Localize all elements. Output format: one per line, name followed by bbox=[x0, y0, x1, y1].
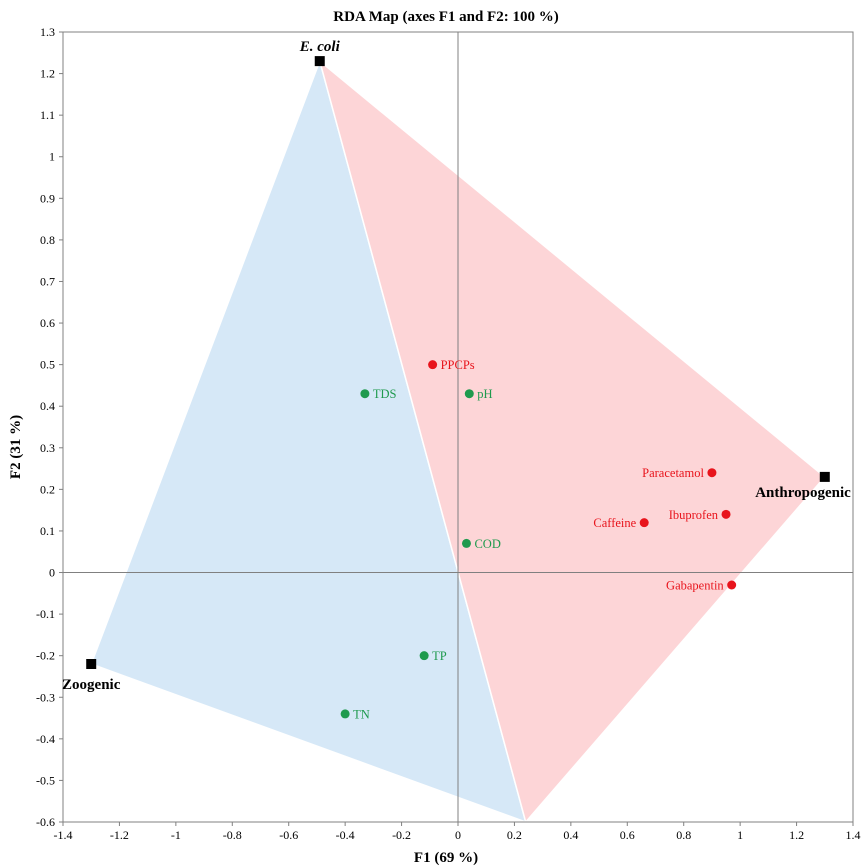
y-tick-label: 1.1 bbox=[40, 108, 55, 122]
x-tick-label: 0.6 bbox=[620, 828, 635, 842]
x-tick-label: 1 bbox=[737, 828, 743, 842]
point-tds bbox=[360, 389, 370, 399]
chart-title: RDA Map (axes F1 and F2: 100 %) bbox=[333, 9, 558, 25]
anchor-e-coli bbox=[314, 56, 325, 67]
axes-layer: -1.4 -1.2 -1 -0.8 -0.6 -0.4 -0.2 0 0.2 0.4 0.6 0.8 1… bbox=[36, 25, 861, 842]
point-paracetamol bbox=[707, 468, 717, 478]
point-label-ph: pH bbox=[477, 387, 492, 401]
y-tick-label: 0.1 bbox=[40, 524, 55, 538]
anchor-label-e-coli: E. coli bbox=[299, 39, 341, 55]
anchor-label-zoogenic: Zoogenic bbox=[62, 677, 121, 693]
point-label-gabapentin: Gabapentin bbox=[666, 579, 724, 593]
y-tick-label: 0.9 bbox=[40, 191, 55, 205]
point-label-cod: COD bbox=[474, 537, 500, 551]
x-tick-label: -0.8 bbox=[223, 828, 242, 842]
x-tick-label: -0.6 bbox=[279, 828, 298, 842]
point-label-tn: TN bbox=[353, 707, 370, 721]
y-tick-label: 0.6 bbox=[40, 316, 55, 330]
y-tick-label: 0.7 bbox=[40, 274, 55, 288]
anchor-anthropogenic bbox=[819, 471, 830, 482]
y-axis-title: F2 (31 %) bbox=[8, 415, 24, 479]
y-tick-label: 0.5 bbox=[40, 358, 55, 372]
x-axis-title: F1 (69 %) bbox=[414, 850, 478, 866]
point-tn bbox=[340, 709, 350, 719]
point-ibuprofen bbox=[721, 509, 731, 519]
point-ppcps bbox=[428, 360, 438, 370]
y-tick-label: -0.6 bbox=[36, 815, 55, 829]
y-tick-label: 1.3 bbox=[40, 25, 55, 39]
x-tick-label: -0.2 bbox=[392, 828, 411, 842]
point-label-caffeine: Caffeine bbox=[593, 516, 636, 530]
point-caffeine bbox=[639, 518, 649, 528]
region-layer bbox=[90, 58, 826, 824]
point-label-ibuprofen: Ibuprofen bbox=[669, 508, 719, 522]
point-ph bbox=[464, 389, 474, 399]
y-tick-label: 0 bbox=[49, 566, 55, 580]
x-tick-label: -0.4 bbox=[336, 828, 355, 842]
point-tp bbox=[419, 651, 429, 661]
y-tick-label: -0.5 bbox=[36, 773, 55, 787]
marks-layer: PPCPs Paracetamol Ibuprofen Caffeine Gabapen… bbox=[62, 39, 851, 721]
anchor-zoogenic bbox=[86, 659, 97, 669]
y-tick-label: -0.2 bbox=[36, 649, 55, 663]
point-label-tds: TDS bbox=[373, 387, 397, 401]
x-tick-label: 1.2 bbox=[789, 828, 804, 842]
point-gabapentin bbox=[727, 580, 737, 590]
x-tick-label: 0.4 bbox=[563, 828, 578, 842]
y-tick-label: 0.2 bbox=[40, 482, 55, 496]
y-tick-label: 0.8 bbox=[40, 233, 55, 247]
point-label-ppcps: PPCPs bbox=[441, 358, 475, 372]
anchor-label-anthropogenic: Anthropogenic bbox=[755, 485, 851, 501]
x-tick-label: 0.8 bbox=[676, 828, 691, 842]
point-cod bbox=[461, 538, 471, 548]
x-tick-label: 0.2 bbox=[507, 828, 522, 842]
y-tick-label: -0.3 bbox=[36, 690, 55, 704]
x-tick-label: 0 bbox=[455, 828, 461, 842]
y-tick-label: -0.4 bbox=[36, 732, 55, 746]
y-tick-label: 0.3 bbox=[40, 441, 55, 455]
region-1 bbox=[318, 59, 826, 824]
x-tick-label: -1 bbox=[171, 828, 181, 842]
y-tick-label: 0.4 bbox=[40, 399, 55, 413]
x-tick-label: -1.2 bbox=[110, 828, 129, 842]
y-tick-label: -0.1 bbox=[36, 607, 55, 621]
y-tick-label: 1 bbox=[49, 150, 55, 164]
point-label-tp: TP bbox=[432, 649, 447, 663]
point-label-paracetamol: Paracetamol bbox=[642, 466, 704, 480]
x-tick-label: 1.4 bbox=[846, 828, 861, 842]
y-tick-label: 1.2 bbox=[40, 67, 55, 81]
x-tick-label: -1.4 bbox=[54, 828, 73, 842]
